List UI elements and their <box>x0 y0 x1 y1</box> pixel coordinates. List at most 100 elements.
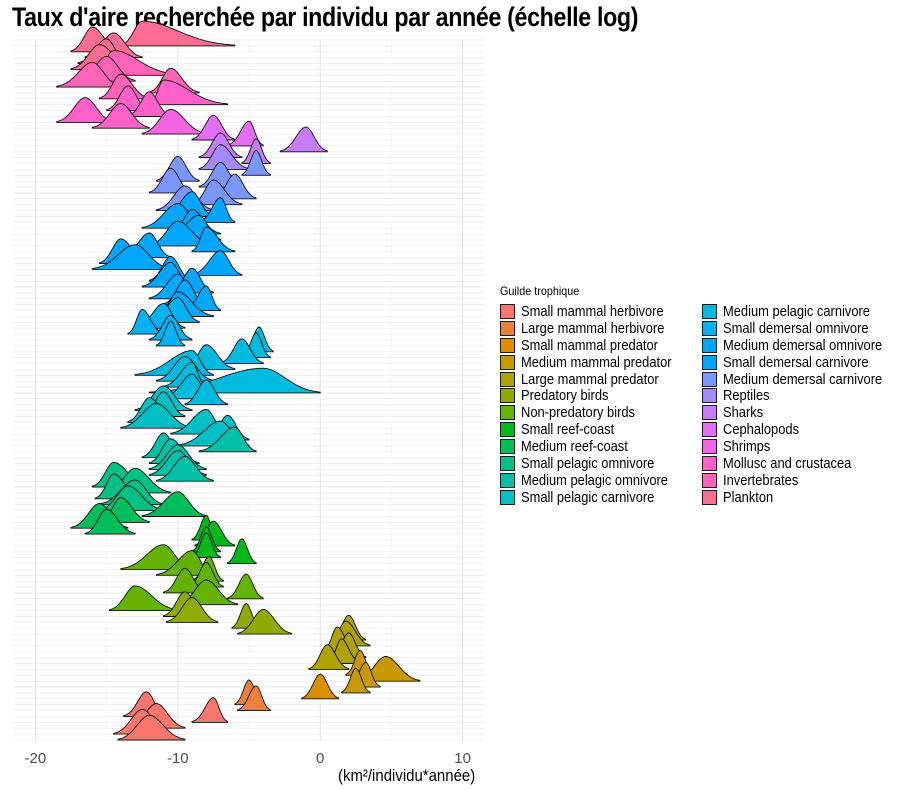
legend-swatch <box>500 354 515 370</box>
legend-entry: Small mammal herbivore <box>500 303 696 320</box>
legend-entry: Small demersal carnivore <box>702 354 908 371</box>
legend-label: Invertebrates <box>723 471 799 489</box>
legend-entry: Medium demersal omnivore <box>702 337 908 354</box>
legend-label: Medium pelagic carnivore <box>723 302 871 320</box>
ridge-mollusc-and-crustacea <box>91 103 150 129</box>
ridge-cephalopods <box>191 114 236 141</box>
ridge-small-mammal-herbivore <box>191 697 229 723</box>
legend-label: Small pelagic omnivore <box>521 454 655 472</box>
legend-swatch <box>702 472 718 488</box>
legend-entry: Sharks <box>702 404 908 421</box>
ridge-medium-reef-coast <box>141 491 207 517</box>
legend-label: Reptiles <box>723 387 770 405</box>
legend-entry: Small pelagic omnivore <box>500 455 696 472</box>
legend-entry: Small mammal predator <box>500 337 696 354</box>
legend-label: Small mammal predator <box>521 336 658 354</box>
legend-entry: Small reef-coast <box>500 421 696 438</box>
ridge-medium-demersal-omnivore <box>191 250 243 276</box>
legend-swatch <box>500 455 515 471</box>
ridge-medium-mammal-predator <box>341 667 371 694</box>
ridge-small-mammal-herbivore <box>117 714 186 741</box>
legend-entry: Invertebrates <box>702 472 908 489</box>
x-tick-label: -20 <box>25 750 47 767</box>
ridge-medium-pelagic-omnivore <box>155 456 214 482</box>
x-tick-label: 10 <box>454 750 471 767</box>
legend-swatch <box>702 337 718 353</box>
ridge-small-demersal-omnivore <box>155 320 186 347</box>
chart-title: Taux d'aire recherchée par individu par … <box>12 2 639 32</box>
legend-label: Large mammal predator <box>521 370 659 388</box>
legend-swatch <box>500 371 515 387</box>
legend-entry: Mollusc and crustacea <box>702 455 908 472</box>
ridge-non-predatory-birds <box>108 585 179 612</box>
x-tick-label: 0 <box>316 750 324 767</box>
ridge-small-demersal-carnivore <box>198 197 236 223</box>
x-axis-label: (km²/individu*année) <box>338 766 476 785</box>
legend-title: Guilde trophique <box>500 284 580 298</box>
legend-entry: Cephalopods <box>702 421 908 438</box>
ridge-large-mammal-herbivore <box>237 685 271 712</box>
legend-entry: Shrimps <box>702 438 908 455</box>
legend-entry: Medium mammal predator <box>500 354 696 371</box>
legend-swatch <box>500 439 515 455</box>
legend-label: Sharks <box>723 404 764 422</box>
legend-entry: Medium reef-coast <box>500 438 696 455</box>
ridge-small-pelagic-carnivore <box>120 403 193 429</box>
ridge-small-reef-coast <box>191 532 221 559</box>
legend-entry: Medium pelagic carnivore <box>702 303 908 320</box>
legend-label: Small demersal omnivore <box>723 319 869 337</box>
ridge-predatory-birds <box>237 608 293 635</box>
ridge-small-reef-coast <box>227 538 257 564</box>
ridge-medium-pelagic-omnivore <box>198 426 257 453</box>
legend-swatch <box>500 472 515 488</box>
legend-entry: Small pelagic carnivore <box>500 489 696 506</box>
x-axis-ticks: -20 -10 0 10 <box>25 750 471 767</box>
legend-swatch <box>702 320 718 336</box>
legend-entry: Plankton <box>702 489 908 506</box>
legend-label: Small reef-coast <box>521 421 615 439</box>
legend-column: Medium pelagic carnivore Small demersal o… <box>702 303 908 506</box>
legend-label: Non-predatory birds <box>521 404 636 422</box>
ridge-medium-demersal-carnivore <box>191 179 243 206</box>
legend-label: Large mammal herbivore <box>521 319 665 337</box>
legend-swatch <box>702 371 718 387</box>
legend-swatch <box>702 303 718 319</box>
legend-entry: Large mammal predator <box>500 371 696 388</box>
legend-label: Plankton <box>723 488 774 506</box>
legend-label: Shrimps <box>723 438 771 456</box>
legend-swatch <box>702 405 718 421</box>
legend-label: Mollusc and crustacea <box>723 454 852 472</box>
legend-swatch <box>702 388 718 404</box>
ridge-non-predatory-birds <box>227 573 264 600</box>
legend-swatch <box>500 303 515 319</box>
ridge-predatory-birds <box>165 597 219 623</box>
ridge-medium-pelagic-carnivore <box>184 379 229 406</box>
legend-swatch <box>500 337 515 353</box>
ridge-small-demersal-carnivore <box>191 226 236 253</box>
legend-swatch <box>702 354 718 370</box>
ridge-small-demersal-carnivore <box>91 244 172 270</box>
legend-swatch <box>500 388 515 404</box>
legend-label: Small mammal herbivore <box>521 302 664 320</box>
legend-swatch <box>702 439 718 455</box>
ridge-mollusc-and-crustacea <box>56 97 115 123</box>
legend-entry: Small demersal omnivore <box>702 320 908 337</box>
legend-entry: Medium demersal carnivore <box>702 371 908 388</box>
legend-label: Medium reef-coast <box>521 438 628 456</box>
ridge-mollusc-and-crustacea <box>148 79 229 106</box>
legend-entry: Large mammal herbivore <box>500 320 696 337</box>
ridge-shrimps <box>141 108 207 135</box>
legend-swatch <box>500 320 515 336</box>
legend-entry: Medium pelagic omnivore <box>500 472 696 489</box>
legend-entry: Reptiles <box>702 387 908 404</box>
ridge-plankton <box>120 20 236 47</box>
legend-swatch <box>500 489 515 505</box>
legend-label: Small pelagic carnivore <box>521 488 655 506</box>
legend-label: Predatory birds <box>521 387 609 405</box>
legend-label: Small demersal carnivore <box>723 353 869 371</box>
legend-column: Small mammal herbivore Large mammal herbi… <box>500 303 696 506</box>
legend-swatch <box>702 489 718 505</box>
legend-label: Cephalopods <box>723 421 800 439</box>
ridge-medium-pelagic-carnivore <box>220 338 264 364</box>
